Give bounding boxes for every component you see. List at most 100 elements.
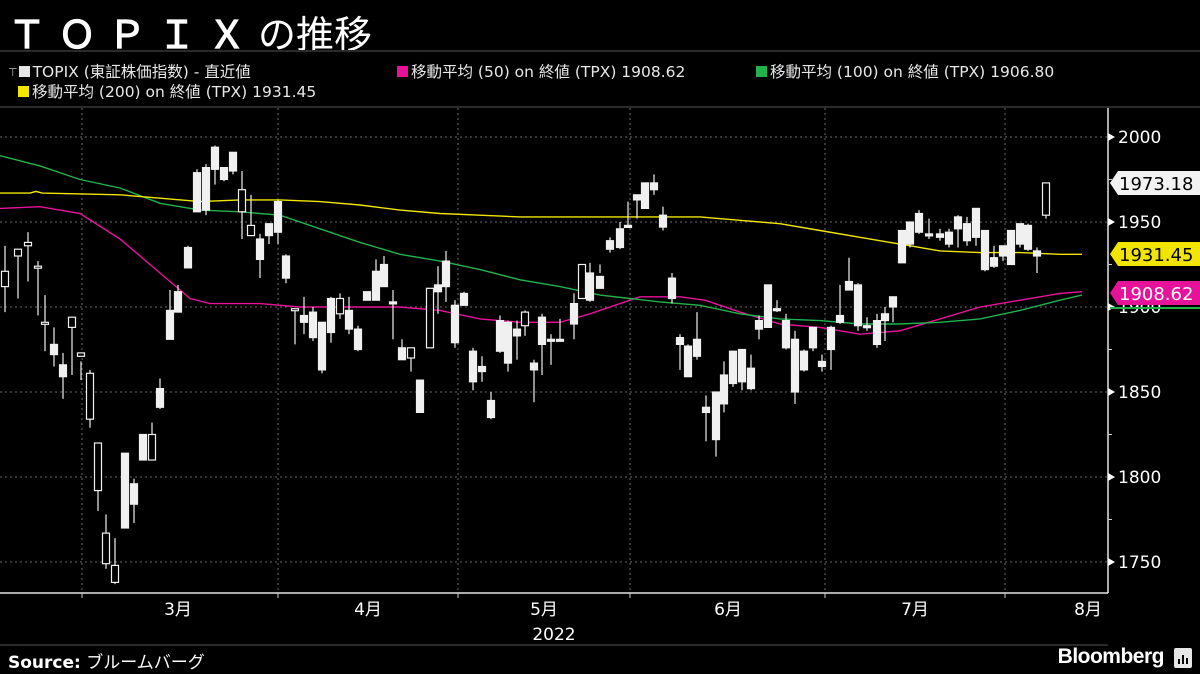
candle <box>763 284 773 328</box>
candle <box>512 320 522 360</box>
candle <box>486 392 496 420</box>
x-tick-label: 8月 <box>1074 600 1102 620</box>
legend-label: 移動平均 (50) on 終値 (TPX) 1908.62 <box>411 63 686 81</box>
candle <box>737 348 747 391</box>
moving-average-line <box>0 190 1082 255</box>
candle <box>719 361 729 413</box>
last-value-text: 1973.18 <box>1119 174 1193 195</box>
footer-divider <box>0 644 1108 646</box>
candle <box>772 300 782 313</box>
candle <box>546 334 556 365</box>
candle <box>468 347 478 391</box>
candle <box>692 312 702 360</box>
candle <box>1023 223 1033 251</box>
candle <box>192 169 202 213</box>
last-value-text: 1908.62 <box>1119 284 1193 305</box>
candle <box>844 257 854 291</box>
candle <box>615 222 625 250</box>
candle <box>683 344 693 378</box>
candle <box>425 287 435 349</box>
legend-swatch <box>18 66 30 77</box>
candle <box>632 194 642 219</box>
legend-item-ma100: 移動平均 (100) on 終値 (TPX) 1906.80 <box>756 60 1054 82</box>
candle <box>711 391 721 457</box>
legend-item-topix: ⊤ TOPIX (東証株価指数) - 直近値 <box>8 60 251 82</box>
candle <box>308 307 318 341</box>
candle <box>155 378 165 409</box>
legend-swatch <box>397 66 408 77</box>
candle <box>129 478 139 523</box>
candle <box>728 350 738 387</box>
candle <box>835 284 845 324</box>
candle <box>477 356 487 382</box>
x-tick-label: 6月 <box>714 600 742 620</box>
candle <box>397 339 407 361</box>
candle <box>790 330 800 404</box>
candle <box>110 538 120 585</box>
candle <box>255 233 265 279</box>
candle <box>520 310 530 336</box>
candle <box>1006 229 1016 266</box>
candle <box>640 182 650 209</box>
candle <box>0 245 10 313</box>
candle <box>441 250 451 302</box>
source-label: Source: <box>8 653 81 673</box>
candle <box>13 248 23 299</box>
candle <box>120 452 130 529</box>
y-tick-label: 1850 <box>1118 383 1161 403</box>
y-tick-label: 2000 <box>1118 128 1161 148</box>
candle <box>317 321 327 374</box>
candle <box>701 395 711 442</box>
chart-title: ＴＯＰＩＸの推移 <box>8 4 372 59</box>
candle <box>658 206 668 231</box>
candle <box>872 313 882 348</box>
last-value-tag <box>1110 242 1200 266</box>
candle <box>326 296 336 343</box>
candle <box>335 293 345 319</box>
candle <box>147 422 157 461</box>
candle <box>299 296 309 335</box>
candle <box>989 245 999 268</box>
last-value-tag <box>1110 171 1200 195</box>
x-tick-label: 3月 <box>164 600 192 620</box>
candle <box>379 256 389 288</box>
candle <box>371 259 381 301</box>
candle <box>944 228 954 248</box>
candle <box>746 354 756 391</box>
legend-divider <box>0 106 1200 108</box>
y-tick-label: 1750 <box>1118 553 1161 573</box>
candle <box>290 308 300 345</box>
candle <box>415 379 425 414</box>
candle <box>40 295 50 352</box>
candle <box>344 296 354 335</box>
candle <box>138 433 148 461</box>
candle <box>914 210 924 234</box>
candle <box>605 237 615 253</box>
candle <box>353 325 363 352</box>
candle <box>980 229 990 272</box>
candle <box>201 164 211 216</box>
candle <box>362 291 372 301</box>
candle <box>880 307 890 341</box>
candle <box>826 325 836 370</box>
candle <box>569 293 579 340</box>
bloomberg-chart-icon <box>1174 648 1192 668</box>
candle <box>888 296 898 323</box>
title-jp: の推移 <box>258 13 373 57</box>
candle <box>273 199 283 245</box>
source-value: ブルームバーグ <box>86 653 205 673</box>
candle <box>93 442 103 511</box>
candle <box>971 207 981 246</box>
candle <box>1032 247 1042 273</box>
legend-label: 移動平均 (100) on 終値 (TPX) 1906.80 <box>770 63 1055 81</box>
year-label: 2022 <box>532 625 575 645</box>
candle <box>228 151 238 175</box>
pin-icon: ⊤ <box>8 66 18 79</box>
candle <box>924 218 934 239</box>
last-value-text: 1931.45 <box>1119 245 1193 266</box>
candle <box>23 232 33 282</box>
candle <box>817 354 827 372</box>
x-tick-label: 5月 <box>530 600 558 620</box>
candle <box>799 349 809 372</box>
